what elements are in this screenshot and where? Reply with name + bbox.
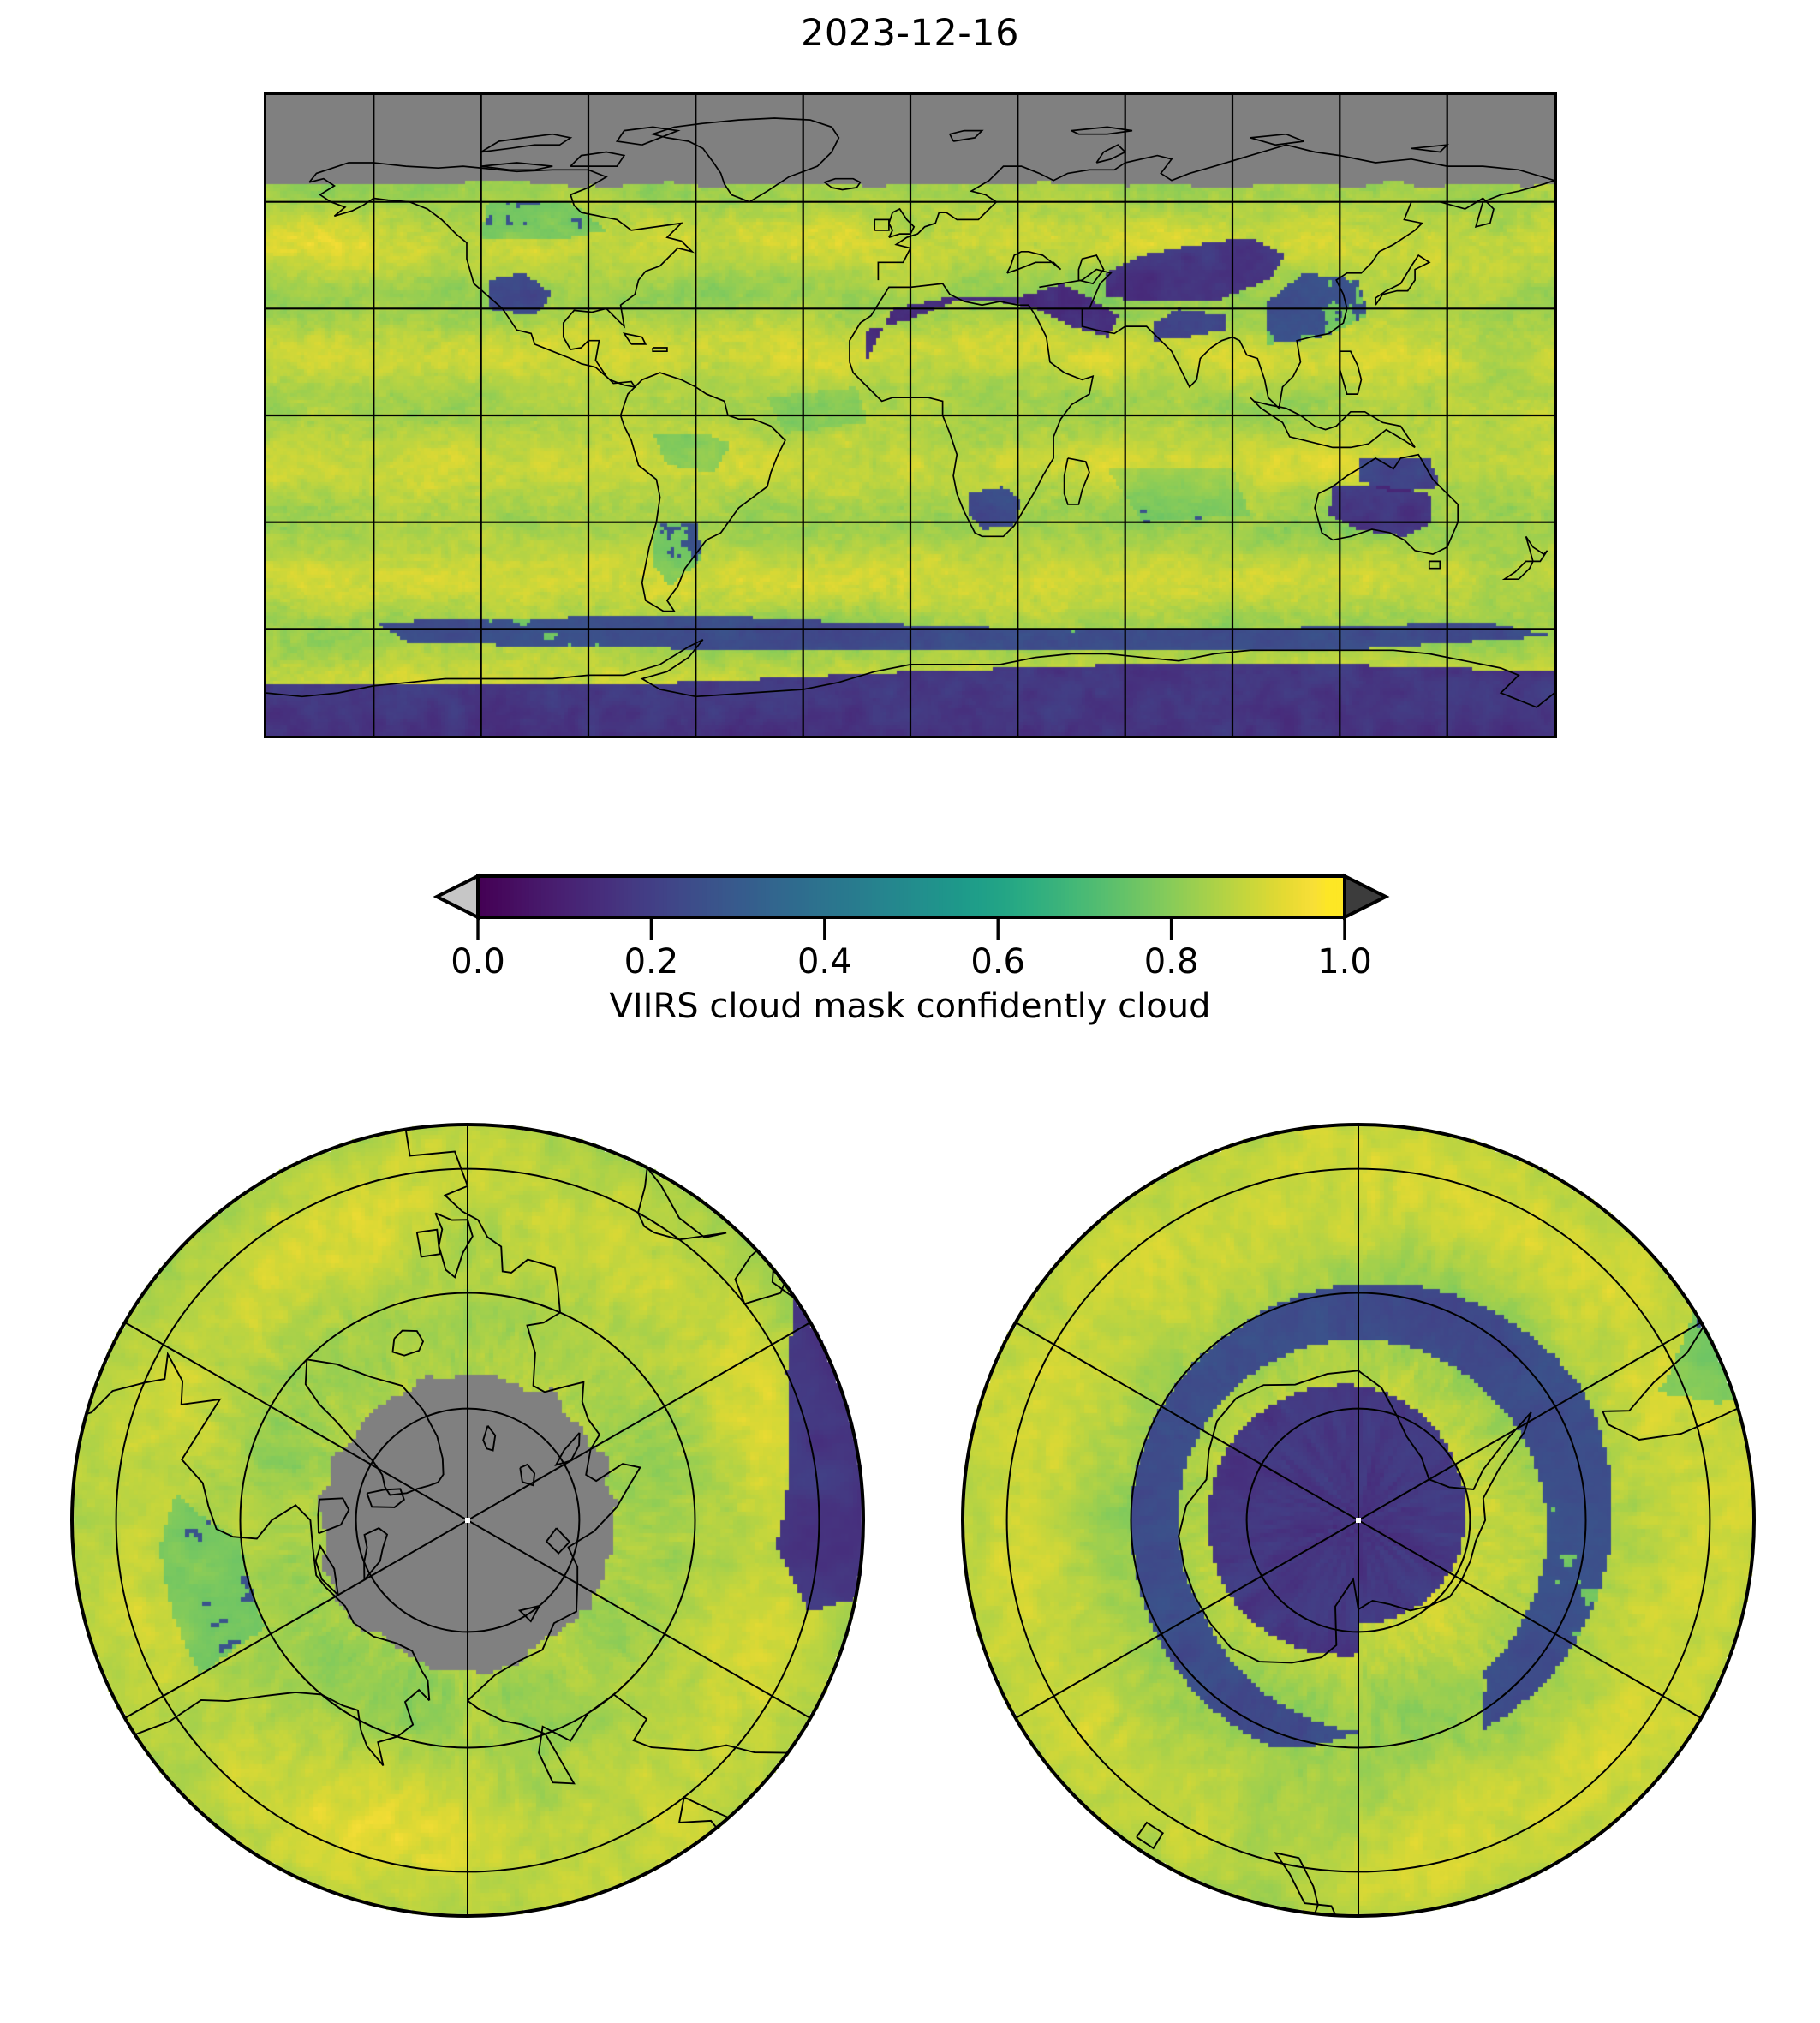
svg-text:0.4: 0.4: [797, 942, 852, 982]
svg-text:0.2: 0.2: [624, 942, 679, 982]
south-polar-map-panel[interactable]: [956, 1118, 1761, 1923]
svg-text:1.0: 1.0: [1317, 942, 1372, 982]
north-polar-overlay: [70, 1123, 865, 1918]
svg-text:0.0: 0.0: [451, 942, 505, 982]
page-title: 2023-12-16: [801, 12, 1019, 55]
colorbar-axis-label: VIIRS cloud mask confidently cloud: [609, 987, 1211, 1026]
svg-text:0.8: 0.8: [1144, 942, 1199, 982]
colorbar-svg: 0.0 0.2 0.4 0.6 0.8 1.0: [433, 873, 1390, 982]
colorbar[interactable]: 0.0 0.2 0.4 0.6 0.8 1.0: [420, 861, 1405, 1032]
south-polar-overlay: [961, 1123, 1756, 1918]
svg-text:0.6: 0.6: [970, 942, 1025, 982]
north-polar-map-panel[interactable]: [65, 1118, 870, 1923]
global-map-panel[interactable]: [264, 92, 1557, 738]
global-map-overlay: [266, 95, 1554, 736]
